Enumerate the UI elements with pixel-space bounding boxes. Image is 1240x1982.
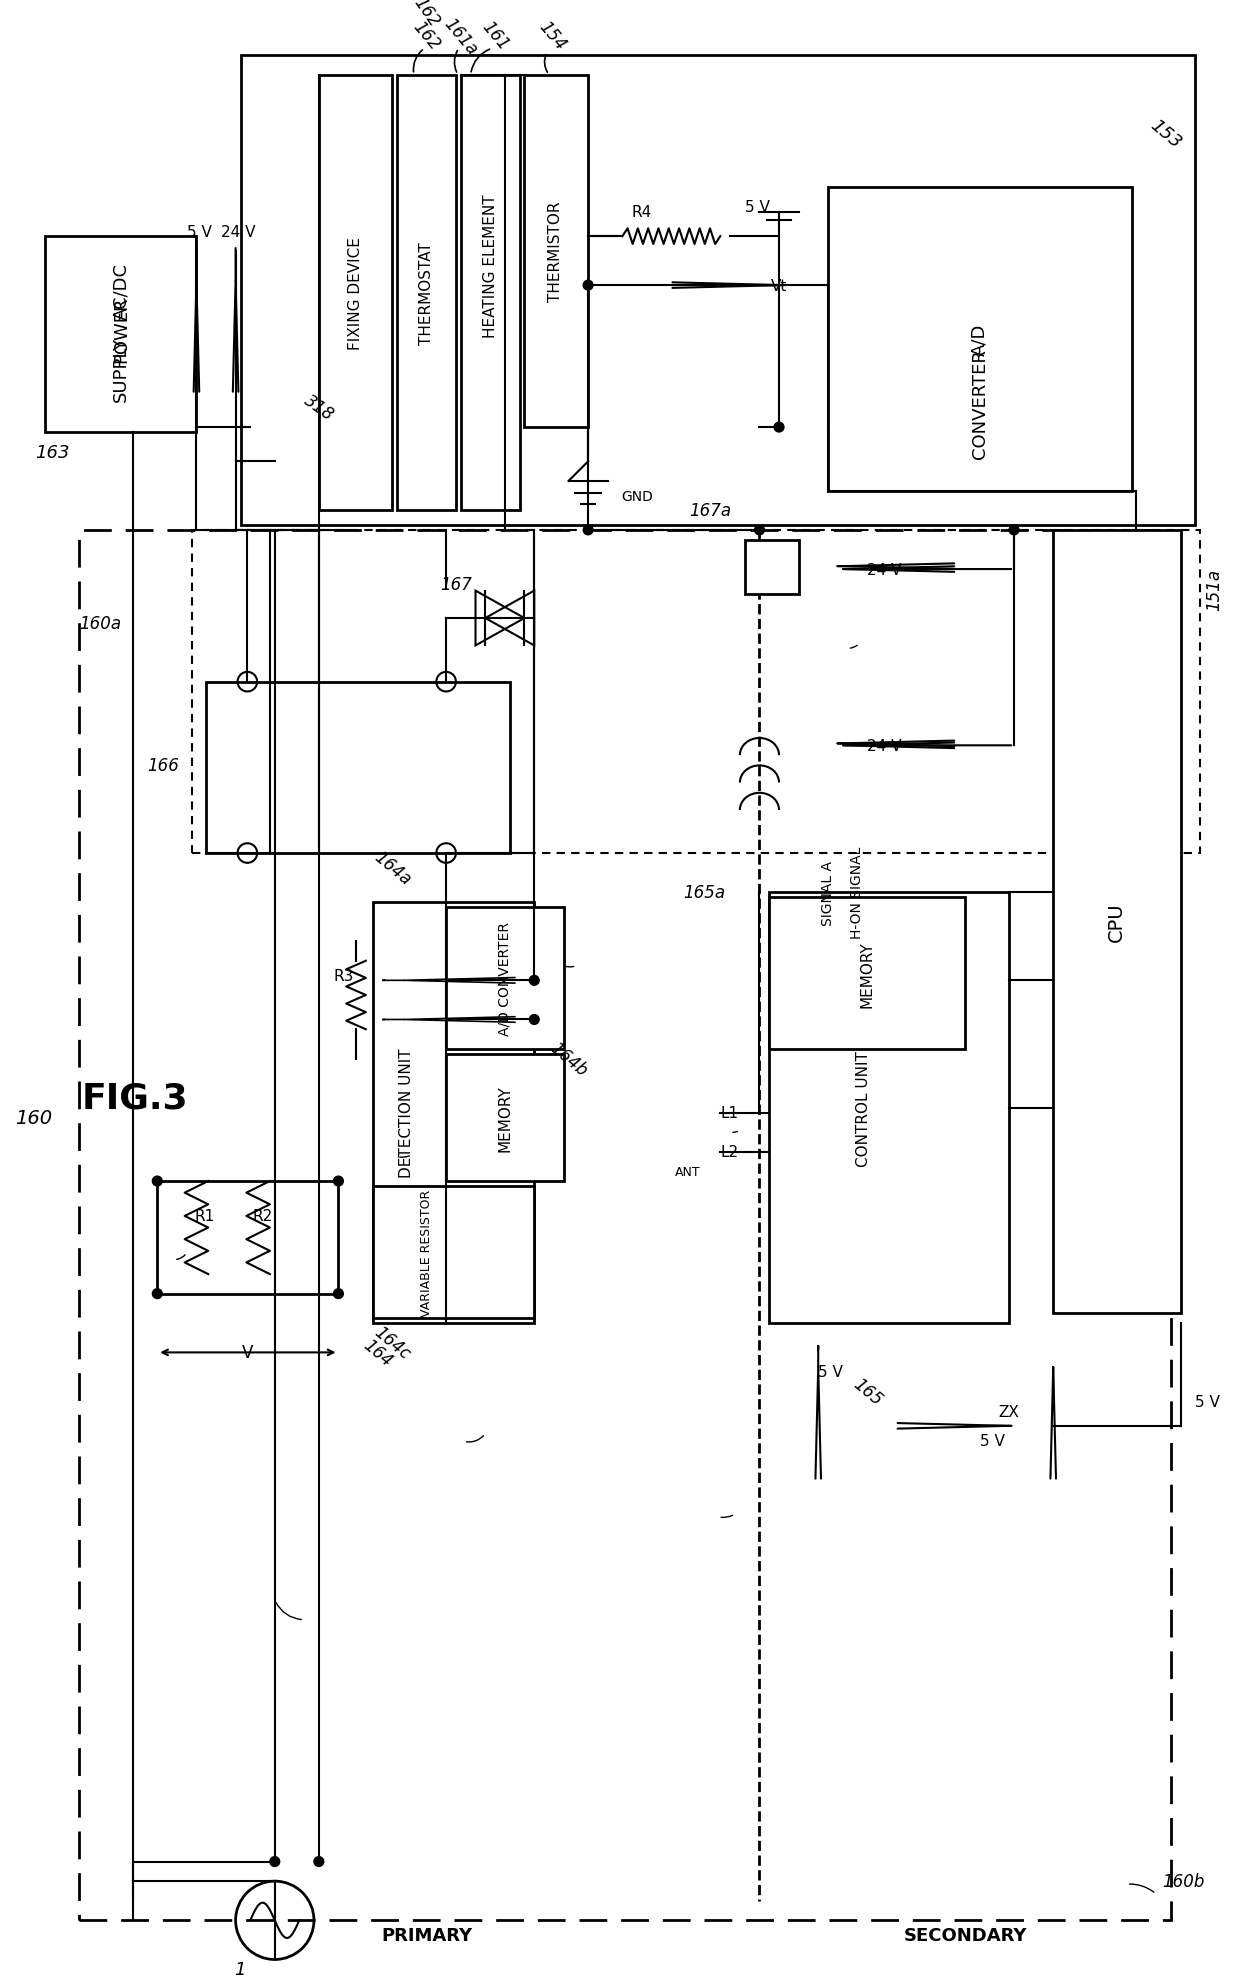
Text: 167: 167: [440, 575, 472, 593]
Text: FIXING DEVICE: FIXING DEVICE: [347, 238, 362, 351]
Text: H-ON SIGNAL: H-ON SIGNAL: [851, 846, 864, 939]
Bar: [769, 898, 965, 1048]
Circle shape: [153, 1177, 162, 1187]
Bar: [157, 1181, 339, 1294]
Text: 164c: 164c: [371, 1322, 414, 1364]
Text: R1: R1: [195, 1209, 215, 1223]
Bar: [769, 892, 1009, 1324]
Text: R2: R2: [253, 1209, 273, 1223]
Text: AC/DC: AC/DC: [112, 262, 130, 319]
Circle shape: [755, 525, 764, 535]
Text: A/D CONVERTER: A/D CONVERTER: [498, 922, 512, 1037]
Text: FIG.3: FIG.3: [82, 1082, 188, 1116]
Bar: [397, 75, 456, 511]
Text: L2: L2: [720, 1144, 739, 1159]
Text: SUPPLY: SUPPLY: [112, 337, 130, 402]
Text: R3: R3: [334, 969, 353, 983]
Text: 164b: 164b: [547, 1039, 590, 1080]
Circle shape: [529, 1015, 539, 1025]
Text: 165: 165: [849, 1376, 885, 1409]
Text: POWER: POWER: [112, 297, 130, 363]
Bar: [446, 908, 564, 1048]
Text: 164: 164: [360, 1336, 396, 1370]
Text: CPU: CPU: [1107, 902, 1126, 941]
Circle shape: [529, 975, 539, 985]
Text: 162: 162: [410, 0, 443, 30]
Text: PRIMARY: PRIMARY: [381, 1927, 472, 1944]
Text: 167a: 167a: [689, 501, 732, 519]
Text: 162: 162: [409, 18, 444, 54]
Text: VARIABLE RESISTOR: VARIABLE RESISTOR: [420, 1189, 433, 1316]
Text: GND: GND: [621, 490, 653, 503]
Circle shape: [1009, 525, 1019, 535]
Text: SIGNAL A: SIGNAL A: [821, 860, 835, 926]
Text: 163: 163: [35, 444, 69, 462]
Text: DETECTION UNIT: DETECTION UNIT: [399, 1048, 414, 1177]
Circle shape: [334, 1288, 343, 1298]
Circle shape: [270, 1857, 280, 1867]
Bar: [241, 55, 1195, 525]
Text: THERMOSTAT: THERMOSTAT: [419, 242, 434, 345]
Text: HEATING ELEMENT: HEATING ELEMENT: [482, 194, 497, 339]
Bar: [446, 1054, 564, 1181]
Text: 5 V: 5 V: [187, 224, 212, 240]
Text: V: V: [242, 1344, 253, 1362]
Text: Vt: Vt: [771, 277, 787, 293]
Bar: [525, 75, 588, 428]
Text: 153: 153: [1147, 117, 1184, 153]
Bar: [1053, 531, 1180, 1314]
Text: 318: 318: [300, 392, 337, 424]
Text: 5 V: 5 V: [818, 1366, 843, 1379]
Text: 151a: 151a: [1205, 569, 1223, 610]
Circle shape: [583, 281, 593, 291]
Text: 165a: 165a: [683, 884, 725, 902]
Bar: [373, 1187, 534, 1318]
Bar: [45, 238, 196, 432]
Text: 154: 154: [534, 18, 569, 54]
Text: 1: 1: [234, 1960, 246, 1978]
Text: 161a: 161a: [440, 14, 481, 57]
Bar: [828, 188, 1132, 492]
Text: 160b: 160b: [1163, 1873, 1205, 1891]
Text: 164a: 164a: [371, 848, 414, 888]
Text: 161: 161: [477, 18, 512, 54]
Bar: [319, 75, 392, 511]
Bar: [745, 541, 799, 595]
Bar: [79, 531, 1171, 1921]
Text: 24 V: 24 V: [867, 563, 901, 577]
Text: ZX: ZX: [998, 1403, 1019, 1419]
Text: R4: R4: [632, 204, 652, 220]
Text: 5 V: 5 V: [1195, 1393, 1220, 1409]
Text: A/D: A/D: [971, 323, 988, 357]
Bar: [191, 531, 1200, 854]
Text: SECONDARY: SECONDARY: [903, 1927, 1027, 1944]
Circle shape: [334, 1177, 343, 1187]
Circle shape: [774, 422, 784, 432]
Text: ANT: ANT: [675, 1165, 701, 1177]
Text: MEMORY: MEMORY: [859, 941, 874, 1007]
Text: 5 V: 5 V: [745, 200, 770, 216]
Bar: [461, 75, 520, 511]
Bar: [373, 902, 534, 1324]
Text: MEMORY: MEMORY: [497, 1084, 512, 1152]
Text: CONVERTER: CONVERTER: [971, 349, 988, 458]
Text: 166: 166: [148, 757, 179, 775]
Bar: [206, 682, 510, 854]
Text: 24 V: 24 V: [221, 224, 255, 240]
Text: THERMISTOR: THERMISTOR: [548, 202, 563, 301]
Text: CONTROL UNIT: CONTROL UNIT: [856, 1050, 870, 1165]
Text: 24 V: 24 V: [867, 739, 901, 753]
Text: L1: L1: [720, 1106, 739, 1120]
Text: 5 V: 5 V: [980, 1433, 1004, 1449]
Text: 160a: 160a: [79, 614, 122, 632]
Circle shape: [583, 525, 593, 535]
Text: 160: 160: [15, 1108, 52, 1128]
Circle shape: [314, 1857, 324, 1867]
Circle shape: [153, 1288, 162, 1298]
